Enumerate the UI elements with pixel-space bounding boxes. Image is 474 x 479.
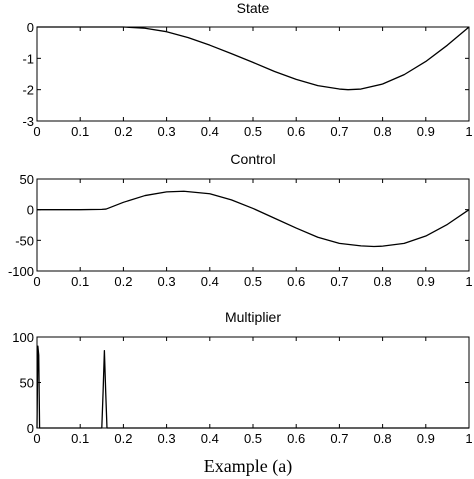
multiplier-x-tick-label: 0.4 <box>201 431 219 446</box>
state-x-tick-label: 0 <box>33 124 40 139</box>
control-y-tick-label: 0 <box>27 203 34 218</box>
state-x-tick-label: 0.9 <box>417 124 435 139</box>
control-axes-frame <box>36 178 470 272</box>
state-x-tick-label: 0.3 <box>158 124 176 139</box>
control-x-tick-label: 0.6 <box>287 274 305 289</box>
multiplier-x-tick-label: 0.1 <box>71 431 89 446</box>
state-x-tick-label: 0.4 <box>201 124 219 139</box>
state-x-tick-label: 0.5 <box>244 124 262 139</box>
control-x-tick-label: 0.5 <box>244 274 262 289</box>
state-x-tick-label: 0.2 <box>114 124 132 139</box>
multiplier-x-tick-label: 0.2 <box>114 431 132 446</box>
multiplier-x-tick-label: 0.5 <box>244 431 262 446</box>
control-y-tick-label: -100 <box>8 264 34 279</box>
state-y-tick-label: 0 <box>27 20 34 35</box>
control-x-tick-label: 0.3 <box>158 274 176 289</box>
state-x-tick-label: 0.8 <box>374 124 392 139</box>
multiplier-y-tick-label: 100 <box>12 330 34 345</box>
state-y-tick-label: -1 <box>22 51 34 66</box>
multiplier-x-tick-label: 0.6 <box>287 431 305 446</box>
state-x-tick-label: 0.1 <box>71 124 89 139</box>
multiplier-title: Multiplier <box>225 309 281 325</box>
control-x-tick-label: 1 <box>465 274 472 289</box>
state-y-tick-label: -3 <box>22 114 34 129</box>
multiplier-x-tick-label: 0.8 <box>374 431 392 446</box>
control-x-tick-label: 0.2 <box>114 274 132 289</box>
multiplier-x-tick-label: 0.3 <box>158 431 176 446</box>
state-x-tick-label: 1 <box>465 124 472 139</box>
state-x-tick-label: 0.6 <box>287 124 305 139</box>
control-x-tick-label: 0.7 <box>330 274 348 289</box>
control-y-tick-label: -50 <box>15 233 34 248</box>
control-x-tick-label: 0.9 <box>417 274 435 289</box>
control-x-tick-label: 0 <box>33 274 40 289</box>
multiplier-y-tick-label: 50 <box>20 376 34 391</box>
multiplier-series-line <box>36 345 469 429</box>
multiplier-panel: Multiplier 0 0.1 0.2 0.3 0.4 0.5 0.6 0.7 0.8 0.9 1 1… <box>12 309 472 446</box>
state-y-tick-label: -2 <box>22 83 34 98</box>
state-panel: State 0 0.1 0.2 0.3 0.4 0.5 0.6 0.7 0.8 0.9 1 0 -1 -2 -… <box>22 0 472 139</box>
state-x-tick-label: 0.7 <box>330 124 348 139</box>
state-title: State <box>237 0 270 16</box>
control-x-tick-label: 0.4 <box>201 274 219 289</box>
figure-caption: Example (a) <box>204 456 292 477</box>
control-y-tick-label: 50 <box>20 172 34 187</box>
multiplier-x-tick-label: 0.7 <box>330 431 348 446</box>
state-series-line <box>37 26 470 91</box>
control-series-line <box>37 190 470 248</box>
control-title: Control <box>230 151 275 167</box>
multiplier-x-tick-label: 0.9 <box>417 431 435 446</box>
control-x-tick-label: 0.1 <box>71 274 89 289</box>
multiplier-x-tick-label: 1 <box>465 431 472 446</box>
multiplier-x-tick-label: 0 <box>33 431 40 446</box>
multiplier-y-tick-label: 0 <box>27 421 34 436</box>
control-x-tick-label: 0.8 <box>374 274 392 289</box>
